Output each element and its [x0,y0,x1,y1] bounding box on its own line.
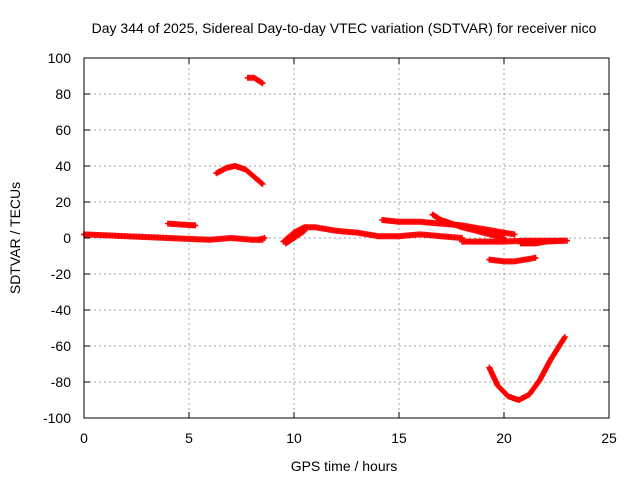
y-tick-label: 40 [55,158,71,174]
chart-title: Day 344 of 2025, Sidereal Day-to-day VTE… [92,20,597,36]
series-track-short-4to5 [165,220,199,229]
y-tick-label: -100 [43,410,71,426]
data-point [192,222,199,229]
series-track-dip-90 [486,334,568,403]
x-tick-label: 15 [391,430,407,446]
axis-ticks: 0 5 10 15 20 25 -100 -80 -60 -40 -20 0 20 40 60 80 100 [43,50,617,446]
series-track-arc-90 [244,74,266,87]
series-track-21to23 [517,237,566,247]
series-track-16to20-diag [429,211,507,241]
y-tick-label: 80 [55,86,71,102]
series-track-arc-40 [213,163,266,187]
x-tick-label: 20 [496,430,512,446]
x-tick-label: 10 [286,430,302,446]
data-points [81,74,570,403]
x-tick-label: 0 [80,430,88,446]
series-track-baseline-b [280,224,465,245]
data-point [259,181,266,187]
x-tick-label: 5 [185,430,193,446]
x-axis-label: GPS time / hours [291,458,398,474]
data-point [559,237,566,244]
y-tick-label: 20 [55,194,71,210]
y-axis-label: SDTVAR / TECUs [7,182,23,294]
data-point [511,231,518,238]
data-point [259,80,266,87]
series-track-low-2 [255,235,268,243]
y-tick-label: -60 [51,338,71,354]
y-tick-label: -80 [51,374,71,390]
series-track-minus12 [486,254,539,265]
data-point [532,254,539,261]
data-point [258,180,265,187]
x-tick-label: 25 [601,430,617,446]
series-track-low-1 [282,227,308,247]
y-tick-label: 60 [55,122,71,138]
y-tick-label: -20 [51,266,71,282]
y-tick-label: 0 [63,230,71,246]
data-point [561,334,568,340]
y-tick-label: -40 [51,302,71,318]
data-point [261,235,268,241]
series-track-baseline-a [81,231,266,243]
data-point [301,227,308,234]
y-tick-label: 100 [48,50,72,66]
